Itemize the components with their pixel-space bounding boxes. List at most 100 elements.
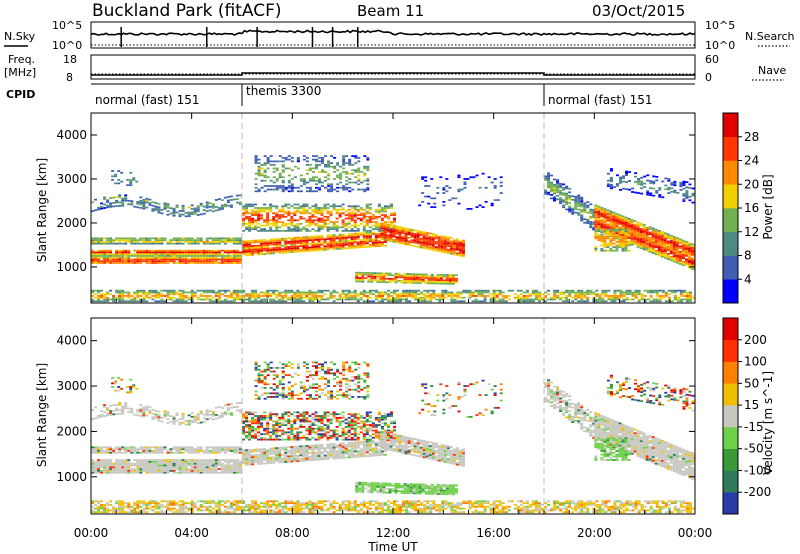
power-cell [163,295,167,297]
power-cell [412,275,416,277]
power-cell [350,210,354,213]
power-cell [181,253,185,256]
power-cell [175,262,179,264]
power-cell [284,293,288,296]
power-cell [627,240,631,243]
power-cell [314,158,318,161]
power-cell [359,246,363,249]
power-cell [669,247,673,249]
power-cell [405,300,409,303]
power-cell [318,178,322,180]
power-cell [235,239,239,241]
power-cell [133,249,137,252]
power-cell [651,248,655,251]
power-cell [351,188,355,191]
power-cell [448,199,452,201]
velocity-cell [175,414,179,417]
power-cell [600,215,604,218]
power-cell [299,250,303,253]
power-cell [220,289,224,292]
power-cell [619,296,623,299]
power-cell [402,298,406,301]
power-cell [166,203,170,206]
power-cell [148,296,152,299]
power-cell [606,225,610,227]
power-cell [362,293,366,296]
power-cell [368,240,372,243]
power-cell [550,190,554,193]
power-cell [618,222,622,225]
power-cell [640,293,644,296]
power-cell [649,192,653,195]
power-cell [433,197,437,200]
power-cell [401,230,405,233]
power-cell [519,289,523,292]
power-cell [469,208,473,210]
power-cell [139,207,143,209]
power-cell [139,262,143,264]
power-cell [652,194,656,197]
power-cell [139,196,143,199]
velocity-cell [145,446,149,449]
power-cell [606,183,610,186]
power-cell [600,230,604,233]
power-cell [684,253,688,255]
power-cell [448,281,452,284]
power-cell [612,230,616,233]
power-cell [580,200,584,203]
power-cell [571,207,575,210]
power-cell [127,240,131,243]
power-cell [449,237,453,239]
power-cell [214,249,218,252]
velocity-cell [193,417,197,420]
power-cell [91,289,94,292]
power-cell [612,227,616,230]
power-cell [293,228,297,230]
power-cell [580,205,584,208]
power-cell [616,295,620,297]
power-cell [627,221,631,224]
power-cell [263,185,267,187]
power-cell [618,226,622,229]
power-cell [445,185,449,187]
power-cell [454,197,458,200]
power-cell [97,253,101,256]
power-cell [248,212,252,215]
power-cell [374,226,378,229]
power-cell [559,186,563,189]
power-cell [636,228,640,231]
power-cell [445,279,449,282]
power-cell [202,209,206,212]
power-cell [232,258,236,261]
velocity-cell [136,464,140,467]
power-cell [440,247,444,250]
power-cell [547,184,551,187]
power-cell [148,240,152,243]
power-cell [461,255,465,258]
power-cell [166,210,170,213]
power-cell [220,204,224,207]
power-cell [410,234,414,236]
power-cell [410,239,414,242]
power-cell [124,194,128,197]
power-cell [374,208,378,211]
power-cell [621,249,625,252]
power-cell [368,291,372,294]
power-cell [118,296,122,299]
velocity-cell [112,468,116,470]
power-cell [254,155,258,157]
power-cell [184,262,188,264]
power-cell [347,241,351,244]
power-cell [109,253,113,256]
power-cell [142,251,146,254]
power-cell [202,289,206,292]
power-cell [365,205,369,208]
power-cell [326,210,330,213]
power-cell [151,240,155,243]
power-cell [112,196,116,199]
power-cell [377,212,381,215]
power-cell [302,203,306,206]
power-cell [682,291,686,294]
power-cell [574,199,578,202]
power-cell [272,181,276,184]
